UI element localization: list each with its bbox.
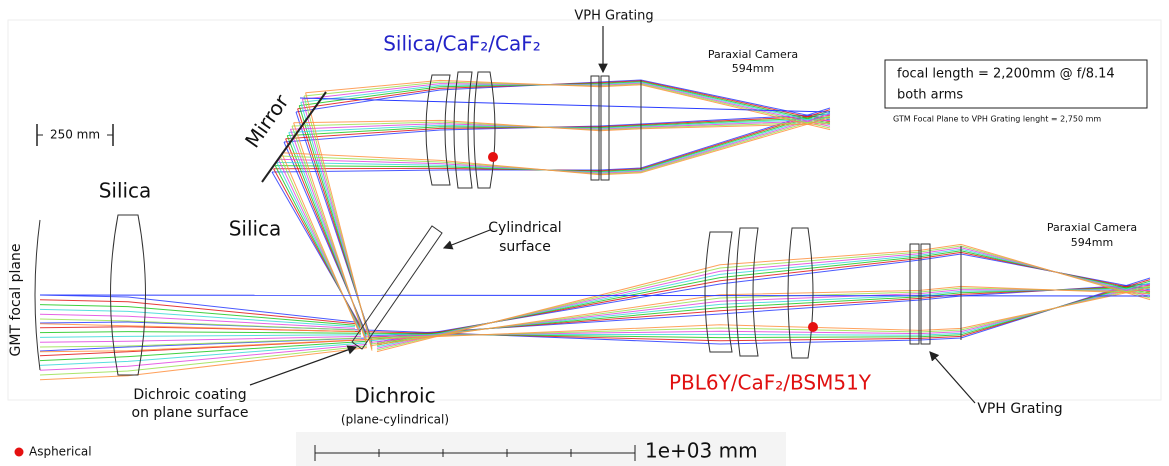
aspheric-marker [808, 322, 818, 332]
label: Dichroic [354, 384, 435, 408]
optical-layout: focal length = 2,200mm @ f/8.14 both arm… [0, 0, 1169, 466]
label: on plane surface [132, 405, 249, 421]
label: Paraxial Camera [1047, 221, 1137, 234]
scale-label: 1e+03 mm [645, 439, 758, 463]
ray [377, 248, 1150, 349]
label: Paraxial Camera [708, 48, 798, 61]
label: surface [499, 239, 551, 255]
note: GTM Focal Plane to VPH Grating lenght = … [893, 115, 1101, 124]
ray [294, 123, 366, 343]
label: Cylindrical [488, 220, 561, 236]
aspheric-marker [488, 152, 498, 162]
ray [298, 81, 830, 122]
upper-lens [474, 72, 495, 188]
label: Dichroic coating [133, 387, 246, 403]
ray [40, 332, 361, 334]
label: VPH Grating [977, 401, 1062, 417]
arrow [444, 230, 490, 248]
legend-label: Aspherical [29, 445, 92, 459]
ray [371, 288, 1150, 344]
label: 594mm [732, 62, 774, 75]
arrow [930, 352, 975, 403]
lower-lens [736, 228, 758, 356]
legend-marker [15, 448, 24, 457]
label: Mirror [240, 89, 294, 152]
focal-plane [35, 220, 40, 370]
ray [40, 348, 367, 380]
label: VPH Grating [574, 9, 653, 24]
ray [300, 98, 830, 112]
ray-bundles [40, 80, 1150, 380]
info-text: both arms [897, 88, 963, 103]
label: 594mm [1071, 236, 1113, 249]
glass-label: Silica/CaF₂/CaF₂ [383, 32, 541, 56]
dichroic-plate [352, 226, 442, 349]
glass-label: PBL6Y/CaF₂/BSM51Y [669, 371, 872, 395]
label: GMT focal plane [8, 244, 24, 357]
scale-label: 250 mm [50, 128, 100, 142]
label: Silica [229, 217, 282, 241]
label: (plane-cylindrical) [341, 413, 449, 427]
info-text: focal length = 2,200mm @ f/8.14 [897, 67, 1115, 82]
label: Silica [99, 179, 152, 203]
ray [40, 295, 1150, 296]
